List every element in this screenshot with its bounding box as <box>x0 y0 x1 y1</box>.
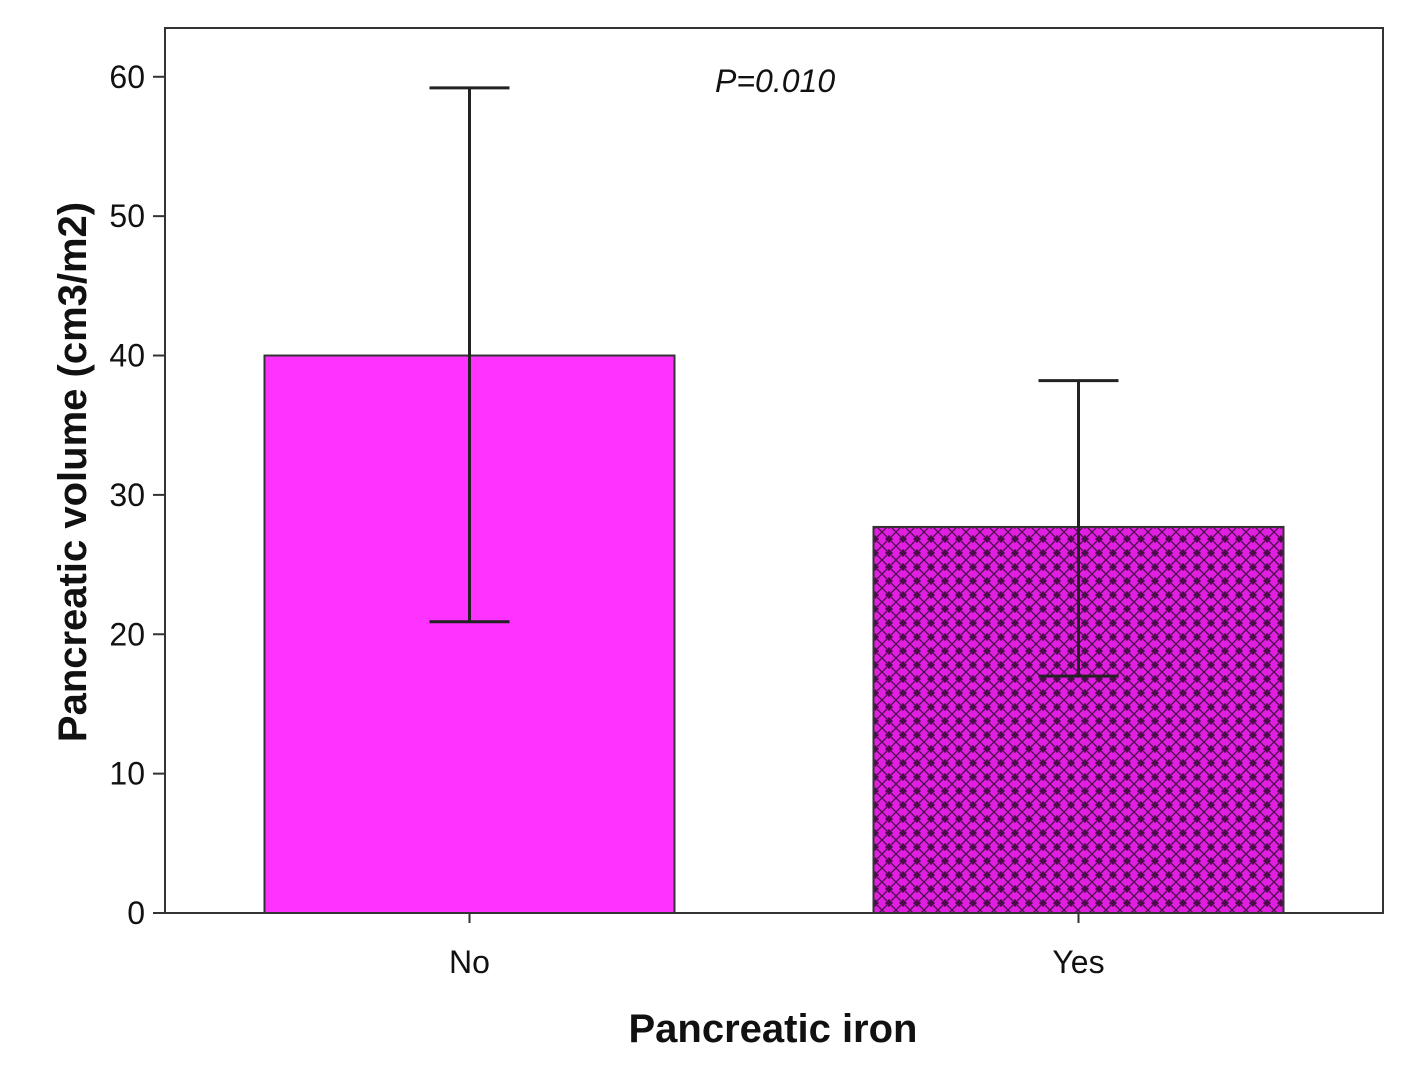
x-tick-label-no: No <box>449 944 490 980</box>
y-tick-label-20: 20 <box>109 616 145 652</box>
y-tick-label-50: 50 <box>109 198 145 234</box>
y-tick-label-30: 30 <box>109 477 145 513</box>
y-axis-title: Pancreatic volume (cm3/m2) <box>51 202 95 742</box>
y-tick-label-0: 0 <box>127 895 145 931</box>
y-tick-label-10: 10 <box>109 756 145 792</box>
plot-frame <box>164 27 1384 914</box>
y-tick-label-40: 40 <box>109 338 145 374</box>
x-tick-label-yes: Yes <box>1052 944 1104 980</box>
x-axis-title: Pancreatic iron <box>628 1007 917 1051</box>
y-tick-label-60: 60 <box>109 59 145 95</box>
error-bar-yes <box>1038 379 1119 678</box>
error-bar-no <box>429 86 510 624</box>
p-value-annotation: P=0.010 <box>715 63 835 99</box>
